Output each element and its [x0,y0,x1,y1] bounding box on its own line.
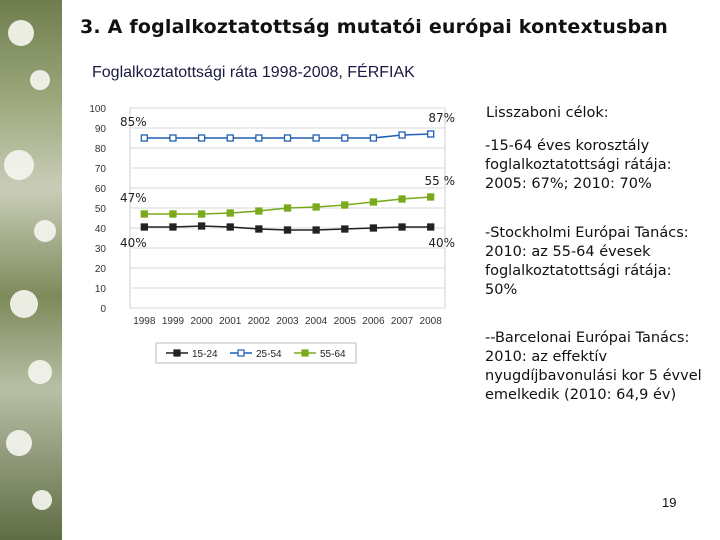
x-tick-label: 2001 [219,316,242,327]
annotation-label: 87% [428,111,455,125]
data-point-55-64 [226,209,234,217]
data-point-25-54 [169,134,177,142]
data-point-25-54 [140,134,148,142]
slide-title: 3. A foglalkoztatottság mutatói európai … [80,16,668,38]
annotation-label: 40% [428,236,455,250]
x-tick-label: 2002 [248,316,271,327]
blossom-decoration [4,150,34,180]
data-point-55-64 [140,210,148,218]
data-point-15-24 [427,223,435,231]
y-tick-label: 60 [95,184,107,195]
y-tick-label: 40 [95,224,107,235]
x-tick-label: 2003 [276,316,299,327]
data-point-15-24 [140,223,148,231]
blossom-decoration [32,490,52,510]
data-point-25-54 [283,134,292,142]
x-tick-label: 2007 [391,316,414,327]
x-tick-label: 2005 [334,316,357,327]
y-tick-label: 10 [95,284,107,295]
page-number: 19 [662,495,677,510]
decorative-blossom-strip [0,0,62,540]
x-tick-label: 2000 [190,316,213,327]
data-point-15-24 [255,225,263,233]
annotation-label: 40% [120,236,147,250]
y-tick-label: 50 [95,204,107,215]
blossom-decoration [30,70,50,90]
goal-stockholm: -Stockholmi Európai Tanács: 2010: az 55-… [485,225,689,298]
legend-marker-25-54 [237,349,245,357]
y-tick-label: 0 [100,304,106,315]
blossom-decoration [10,290,38,318]
y-tick-label: 20 [95,264,107,275]
goal-barcelona: --Barcelonai Európai Tanács: 2010: az ef… [485,330,702,403]
x-tick-label: 1998 [133,316,156,327]
data-point-25-54 [226,134,234,142]
data-point-55-64 [169,210,177,218]
data-point-25-54 [369,134,378,142]
data-point-55-64 [341,201,349,209]
data-point-15-24 [169,223,177,231]
legend-label: 25-54 [256,349,282,360]
annotation-label: 55 % [425,174,456,188]
data-point-55-64 [197,210,206,218]
data-point-55-64 [255,207,263,215]
data-point-15-24 [312,226,320,234]
x-tick-label: 2004 [305,316,328,327]
y-tick-label: 80 [95,144,107,155]
blossom-decoration [34,220,56,242]
blossom-decoration [8,20,34,46]
legend-label: 15-24 [192,349,218,360]
y-tick-label: 70 [95,164,107,175]
legend-marker-55-64 [301,349,309,357]
data-point-15-24 [197,222,206,230]
blossom-decoration [28,360,52,384]
x-tick-label: 1999 [162,316,185,327]
goal-lisbon: -15-64 éves korosztály foglalkoztatottsá… [485,138,672,192]
y-tick-label: 90 [95,124,107,135]
legend-label: 55-64 [320,349,346,360]
x-tick-label: 2006 [362,316,385,327]
legend-marker-15-24 [173,349,181,357]
data-point-25-54 [341,134,349,142]
x-tick-label: 2008 [420,316,443,327]
data-point-25-54 [398,131,406,139]
data-point-55-64 [427,193,435,201]
y-tick-label: 30 [95,244,107,255]
data-point-55-64 [369,198,378,206]
employment-rate-chart: 0 10 20 30 40 50 60 70 80 90 100 1998 1999 2000 2001 20… [89,104,456,364]
data-point-55-64 [312,203,320,211]
y-tick-label: 100 [89,104,106,115]
data-point-25-54 [255,134,263,142]
data-point-15-24 [226,223,234,231]
legend-box [155,342,357,364]
data-point-15-24 [341,225,349,233]
annotation-label: 47% [120,191,147,205]
data-point-25-54 [197,134,206,142]
data-point-55-64 [398,195,406,203]
data-point-15-24 [369,224,378,232]
side-panel-heading: Lisszaboni célok: [486,105,609,121]
data-point-55-64 [283,204,292,212]
chart-title: Foglalkoztatottsági ráta 1998-2008, FÉRF… [92,64,415,81]
data-point-25-54 [427,130,435,138]
data-point-25-54 [312,134,320,142]
data-point-15-24 [283,226,292,234]
annotation-label: 85% [120,115,147,129]
blossom-decoration [6,430,32,456]
data-point-15-24 [398,223,406,231]
